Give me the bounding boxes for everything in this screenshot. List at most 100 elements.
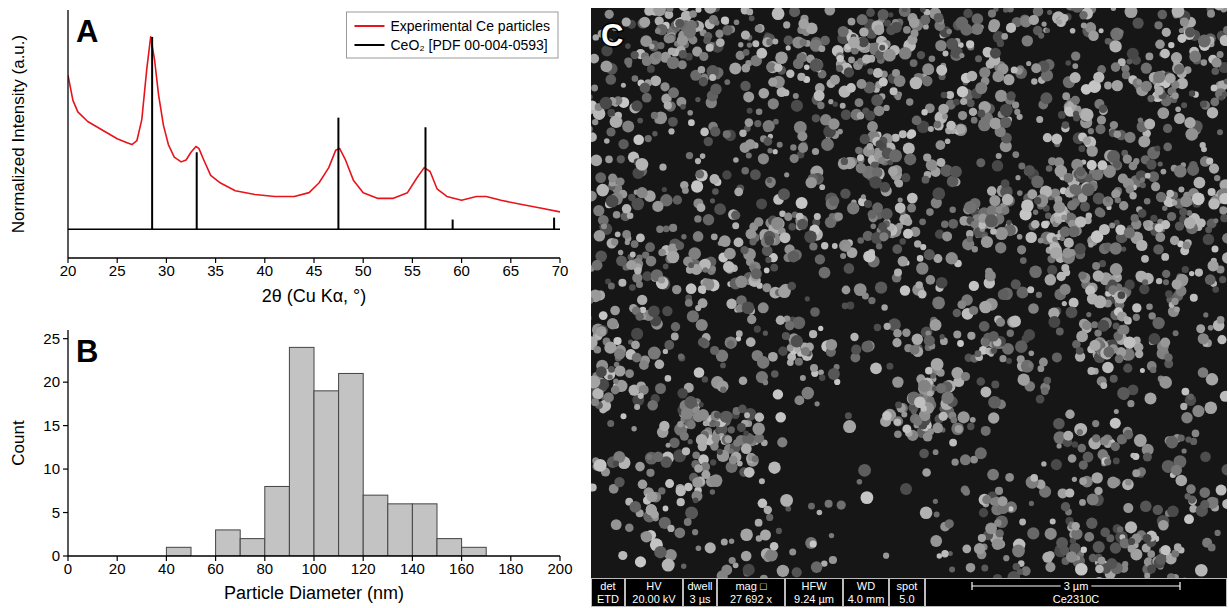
sem-particle (760, 530, 771, 541)
sem-particle (1195, 564, 1208, 577)
sem-particle (1051, 134, 1062, 145)
sem-particle (981, 426, 991, 436)
x-tick-label: 80 (256, 560, 273, 577)
sem-particle (810, 541, 817, 548)
sem-particle (1205, 226, 1212, 233)
sem-particle (972, 246, 978, 252)
sem-particle (1106, 558, 1117, 569)
sem-particle (1021, 200, 1034, 213)
sem-particle (637, 295, 647, 305)
sem-particle (662, 306, 672, 316)
sem-particle (717, 570, 728, 578)
sem-particle (721, 538, 728, 545)
sem-particle (752, 40, 759, 47)
sem-particle (788, 251, 800, 263)
sem-particle (1167, 212, 1176, 221)
sem-particle (667, 34, 676, 43)
sem-particle (1139, 284, 1149, 294)
sem-particle (1166, 190, 1174, 198)
sem-particle (634, 404, 640, 410)
sem-particle (843, 420, 856, 433)
sem-particle (703, 214, 714, 225)
sem-particle (892, 338, 901, 347)
sem-particle (779, 347, 787, 355)
sem-particle (613, 461, 619, 467)
sem-particle (1186, 484, 1196, 494)
sem-particle (955, 425, 963, 433)
panel: 0204060801001201401601802000510152025Par… (9, 330, 573, 603)
sem-particle (906, 98, 913, 105)
sem-particle (1150, 367, 1156, 373)
sem-particle (1173, 330, 1179, 336)
sem-particle (1140, 182, 1146, 188)
sem-particle (1130, 453, 1135, 458)
histogram-bar (289, 347, 314, 556)
sem-particle (1056, 17, 1066, 27)
sem-particle (987, 205, 997, 215)
sem-particle (1114, 130, 1122, 138)
sem-particle (818, 326, 823, 331)
sem-particle (1146, 303, 1153, 310)
sem-particle (1153, 71, 1165, 83)
sem-particle (972, 13, 984, 25)
sem-particle (703, 420, 709, 426)
sem-particle (648, 306, 660, 318)
sem-particle (716, 38, 725, 47)
sem-particle (671, 322, 680, 331)
sem-particle (894, 430, 902, 438)
sem-particle (1161, 169, 1167, 175)
sem-particle (990, 117, 1002, 129)
sem-particle (662, 559, 675, 572)
sem-particle (1047, 265, 1057, 275)
sem-particle (1077, 429, 1083, 435)
stem (196, 152, 198, 229)
sem-particle (732, 222, 739, 229)
sem-particle (665, 375, 672, 382)
sem-particle (1079, 11, 1087, 19)
sem-particle (901, 173, 910, 182)
sem-particle (860, 134, 870, 144)
sem-particle (1003, 555, 1009, 561)
sem-particle (645, 135, 652, 142)
sem-particle (592, 119, 598, 125)
x-tick-label: 60 (207, 560, 224, 577)
sem-particle (591, 85, 598, 92)
sem-particle (782, 89, 789, 96)
sem-particle (599, 311, 608, 320)
sem-particle (916, 281, 923, 288)
sem-particle (1055, 462, 1061, 468)
sem-particle (1162, 270, 1170, 278)
sem-particle (756, 198, 767, 209)
sem-particle (668, 87, 679, 98)
x-tick-label: 140 (400, 560, 425, 577)
sem-particle (993, 574, 1002, 578)
sem-particle (1213, 8, 1225, 10)
sem-particle (663, 264, 669, 270)
sem-particle (669, 438, 679, 448)
sem-particle (1081, 547, 1087, 553)
sem-particle (979, 508, 988, 517)
sem-particle (1013, 563, 1021, 571)
sem-particle (814, 213, 821, 220)
sem-particle (752, 422, 765, 435)
sem-particle (777, 437, 787, 447)
sem-particle (747, 108, 753, 114)
y-tick-label: 10 (43, 460, 60, 477)
sem-particle (946, 38, 958, 50)
sem-particle (874, 24, 885, 35)
y-tick-label: 25 (43, 330, 60, 347)
sem-particle (1159, 376, 1172, 389)
sem-particle (608, 374, 613, 379)
sem-particle (899, 8, 911, 17)
stem (151, 37, 153, 229)
sem-particle (649, 44, 654, 49)
sem-particle (688, 439, 693, 444)
sem-particle (862, 54, 871, 63)
sem-particle (1194, 177, 1206, 189)
sem-particle (601, 223, 607, 229)
sem-particle (678, 354, 684, 360)
sem-particle (999, 355, 1006, 362)
sem-particle (712, 188, 719, 195)
sem-particle (1182, 388, 1190, 396)
sem-particle (1110, 418, 1121, 429)
